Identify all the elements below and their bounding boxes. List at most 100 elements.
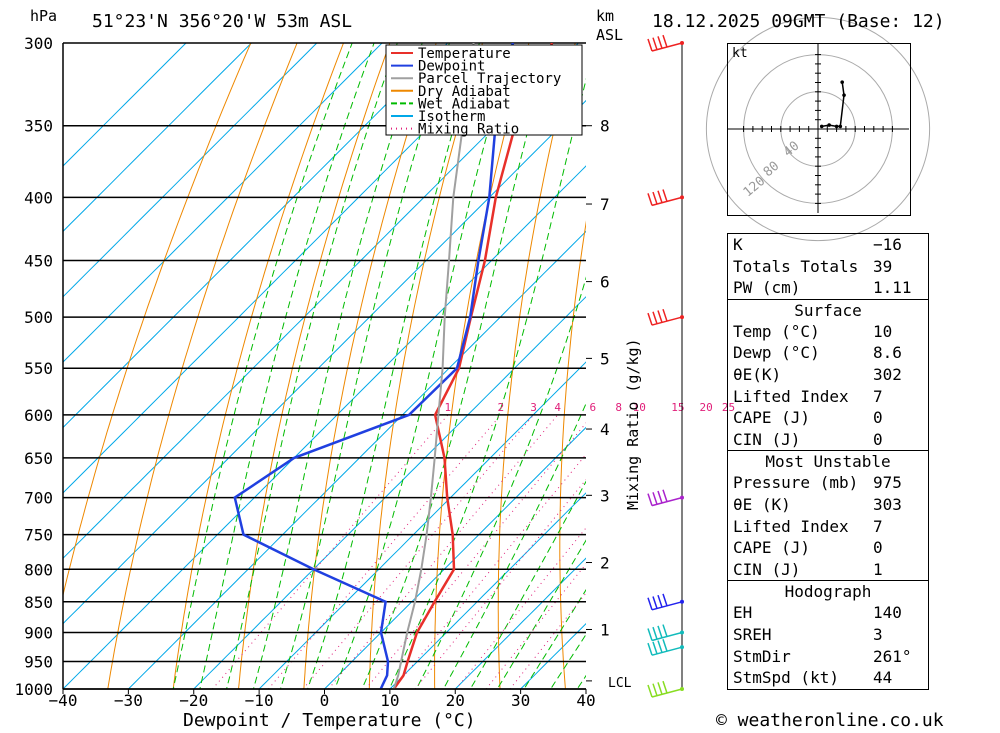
x-tick-label: 20 — [446, 691, 465, 710]
general-indices-section: K −16 Totals Totals 39 PW (cm) 1.11 — [728, 234, 928, 300]
index-row: SREH 3 — [728, 624, 928, 646]
pressure-tick-label: 400 — [24, 188, 53, 207]
dry-adiabat-line — [991, 0, 1000, 715]
height-km-label: 3 — [600, 486, 610, 505]
pressure-tick-label: 900 — [24, 623, 53, 642]
index-label: Temp (°C) — [733, 321, 820, 341]
index-row: Dewp (°C) 8.6 — [728, 342, 928, 364]
pressure-tick-label: 600 — [24, 406, 53, 425]
index-value: 975 — [873, 473, 902, 493]
wind-barb-flag — [652, 626, 658, 640]
wind-barb-flag — [647, 642, 653, 656]
section-title: Most Unstable — [765, 452, 891, 472]
wind-barb-flag — [657, 640, 663, 653]
wind-barb-flag — [662, 308, 668, 322]
wind-barb — [647, 624, 683, 642]
height-km-label: 6 — [600, 273, 610, 292]
index-value: 3 — [873, 624, 883, 644]
height-km-label: 5 — [600, 349, 610, 368]
wet-adiabat-line — [199, 43, 375, 689]
index-value: 140 — [873, 603, 902, 623]
hodograph-point — [827, 123, 831, 127]
isotherm-line — [63, 43, 318, 298]
pressure-tick-label: 300 — [24, 34, 53, 53]
pressure-tick-label: 350 — [24, 117, 53, 136]
mixing-ratio-label: 15 — [671, 401, 684, 414]
mixing-ratio-line — [485, 563, 586, 689]
index-row: CIN (J) 1 — [728, 559, 928, 581]
temperature-line — [392, 43, 554, 689]
wind-barb-flag — [647, 193, 653, 206]
wet-adiabat-line — [361, 43, 552, 689]
index-value: 303 — [873, 494, 902, 514]
datetime-title: 18.12.2025 09GMT (Base: 12) — [652, 11, 945, 32]
dewpoint-line — [233, 43, 515, 689]
surface-section: Surface Temp (°C) 10 Dewp (°C) 8.6 θE(K) 30… — [728, 300, 928, 452]
index-row: K −16 — [728, 234, 928, 256]
isotherm-line — [519, 622, 586, 689]
index-label: Lifted Index — [733, 516, 849, 536]
index-label: Pressure (mb) — [733, 473, 859, 493]
hodograph-point — [840, 80, 844, 84]
wind-barb-flag — [652, 191, 658, 205]
index-label: StmSpd (kt) — [733, 668, 839, 688]
index-value: 39 — [873, 256, 893, 276]
index-value: 302 — [873, 364, 902, 384]
wind-barb — [647, 489, 683, 507]
x-tick-label: −30 — [114, 691, 143, 710]
wind-barb-flag — [652, 596, 658, 609]
isotherm-line — [389, 492, 586, 689]
index-row: EH 140 — [728, 602, 928, 624]
location-title: 51°23'N 356°20'W 53m ASL — [92, 11, 353, 32]
pressure-unit-label: hPa — [30, 7, 58, 25]
index-row: StmSpd (kt) 44 — [728, 667, 928, 689]
index-value: 8.6 — [873, 343, 902, 363]
x-tick-label: 10 — [380, 691, 399, 710]
wind-barb-flag — [647, 38, 653, 52]
height-km-label: 4 — [600, 420, 610, 439]
wind-barb-flag — [647, 628, 653, 641]
index-value: 1 — [873, 559, 883, 579]
isotherm-line — [454, 557, 586, 689]
mixing-ratio-label: 25 — [722, 401, 735, 414]
index-label: K — [733, 235, 743, 254]
legend-label: Temperature — [418, 46, 511, 62]
wind-barb-flag — [647, 493, 653, 506]
wind-barb-flag — [657, 682, 663, 695]
section-title: Hodograph — [784, 582, 872, 602]
mixing-ratio-label: 1 — [445, 401, 452, 414]
index-row: Totals Totals 39 — [728, 256, 928, 278]
wind-barb-flag — [657, 594, 663, 608]
x-tick-label: 0 — [320, 691, 330, 710]
wind-barb-flag — [652, 492, 658, 505]
wind-barb-flag — [662, 639, 668, 652]
mixing-ratio-line — [268, 414, 502, 689]
index-label: StmDir — [733, 646, 791, 666]
dry-adiabat-line — [63, 43, 252, 598]
wind-barb-flag — [657, 490, 663, 504]
wind-barb-flag — [647, 312, 653, 326]
wind-barb-flag — [657, 36, 663, 49]
mixing-ratio-label: 2 — [497, 401, 504, 414]
index-label: θE (K) — [733, 494, 791, 514]
index-label: PW (cm) — [733, 278, 801, 298]
mixing-ratio-label: 6 — [590, 401, 597, 414]
index-value: 0 — [873, 408, 883, 428]
wind-barb-flag — [662, 593, 668, 607]
isotherm-line — [63, 43, 253, 233]
height-km-label: 7 — [600, 195, 610, 214]
x-tick-label: 30 — [511, 691, 530, 710]
index-label: CIN (J) — [733, 559, 801, 579]
hodograph-point — [842, 93, 846, 97]
index-row: CIN (J) 0 — [728, 429, 928, 451]
isotherm-line — [63, 43, 383, 363]
legend-label: Dry Adiabat — [418, 84, 511, 100]
indices-table: K −16 Totals Totals 39 PW (cm) 1.11 Surface… — [727, 233, 929, 690]
wind-barb-flag — [662, 624, 668, 637]
wind-barb — [647, 639, 683, 656]
wind-barb-flag — [657, 190, 663, 203]
wind-barb-flag — [662, 680, 668, 694]
copyright-link[interactable]: © weatheronline.co.uk — [716, 710, 944, 731]
index-row: Lifted Index 7 — [728, 516, 928, 538]
isotherm-line — [63, 43, 449, 429]
